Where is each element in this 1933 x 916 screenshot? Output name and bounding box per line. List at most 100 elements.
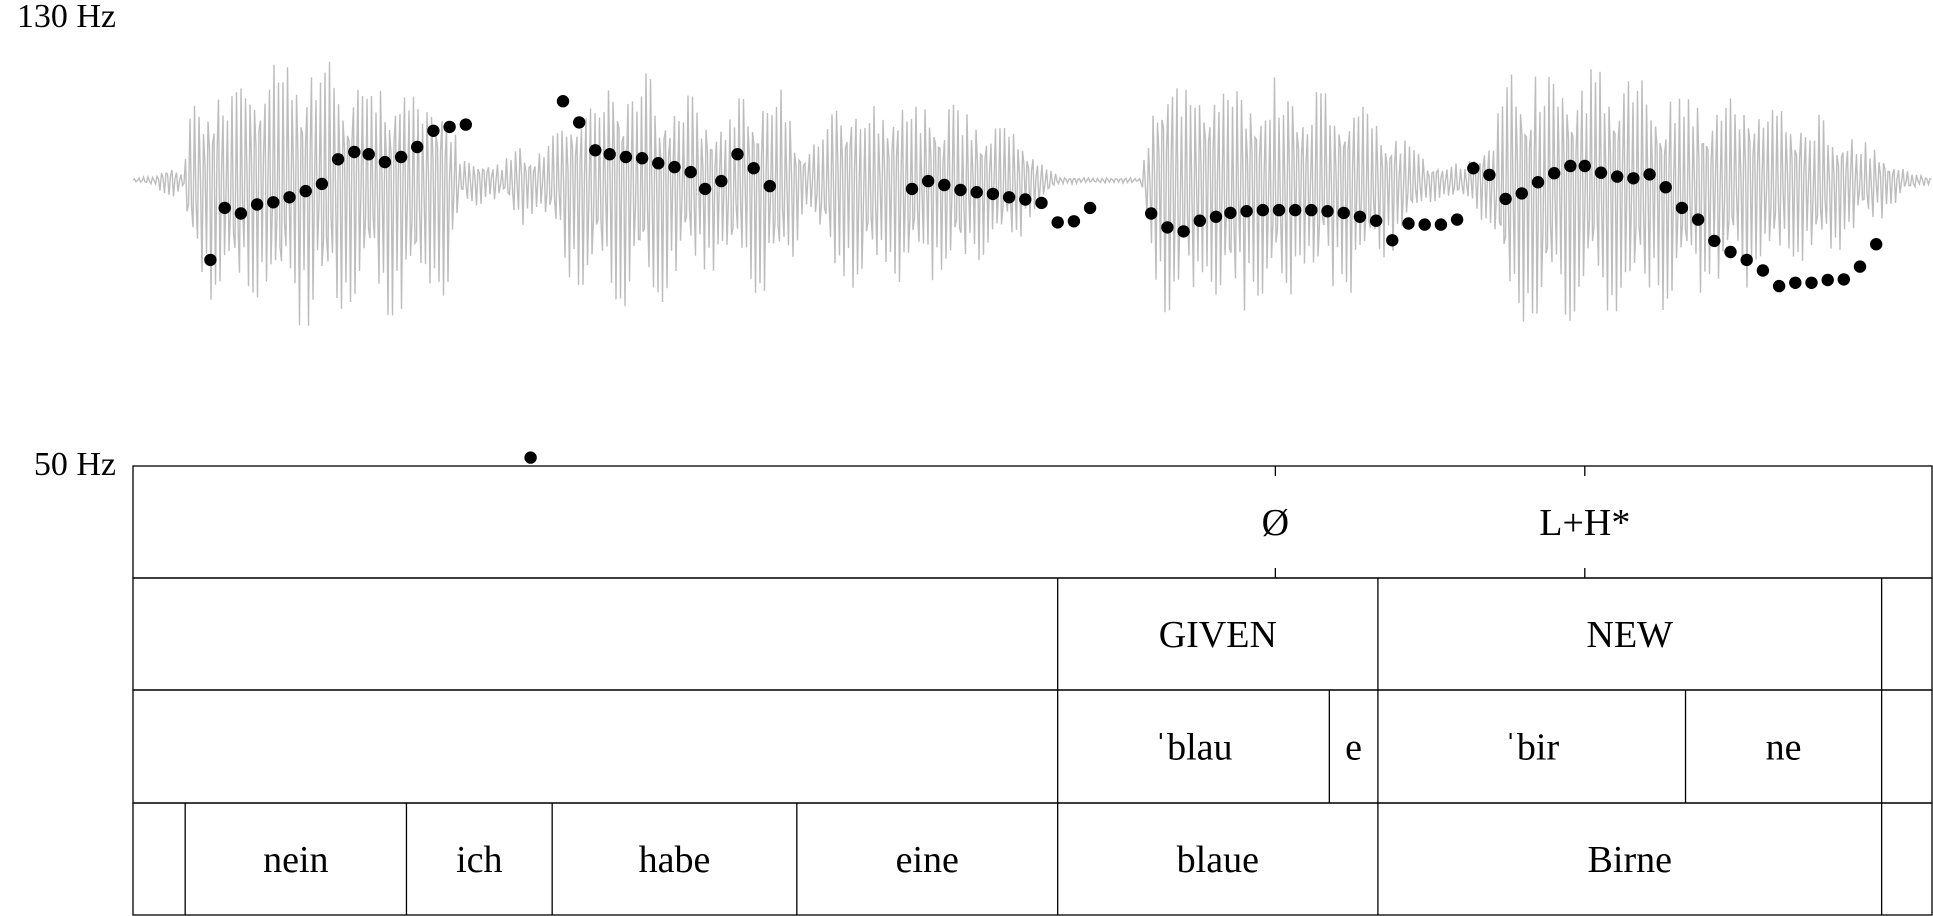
pitch-point — [331, 153, 345, 166]
annotation-tiers: Ø L+H* GIVEN NEW ˈblau e ˈbir ne nein ich habe eine… — [132, 465, 1933, 916]
tier-words-label: blaue — [1177, 839, 1259, 881]
pitch-point — [589, 144, 602, 157]
pitch-point — [1272, 203, 1286, 217]
pitch-point — [684, 165, 697, 179]
pitch-point — [1756, 264, 1770, 277]
pitch-point — [986, 187, 1000, 201]
pitch-point — [603, 148, 616, 161]
pitch-point — [635, 152, 649, 165]
pitch-point — [1434, 218, 1448, 231]
pitch-point — [394, 150, 408, 164]
pitch-point — [1708, 234, 1721, 248]
pitch-point — [573, 116, 586, 129]
pitch-point — [731, 148, 744, 161]
pitch-point — [283, 191, 296, 204]
waveform — [132, 61, 1932, 326]
pitch-point — [1083, 201, 1097, 215]
pitch-point — [1772, 279, 1786, 293]
pitch-point — [1256, 203, 1270, 217]
waveform-trace — [132, 61, 1932, 326]
pitch-point — [378, 155, 392, 169]
pitch-point — [1548, 167, 1561, 180]
pitch-point — [1691, 213, 1705, 226]
pitch-point — [1418, 218, 1431, 231]
tier-words-label: Birne — [1588, 839, 1672, 881]
tier-information-status-label: NEW — [1587, 614, 1674, 656]
pitch-point — [1611, 170, 1624, 183]
pitch-point — [348, 145, 361, 159]
tier-tones-frame — [132, 465, 1933, 579]
pitch-point — [1837, 273, 1851, 286]
pitch-point — [427, 124, 440, 137]
pitch-point — [1337, 206, 1350, 220]
pitch-point — [267, 196, 280, 209]
pitch-point — [1353, 210, 1367, 223]
pitch-point — [524, 451, 537, 464]
pitch-point — [234, 207, 248, 220]
pitch-point — [1402, 217, 1415, 230]
pitch-point — [668, 160, 681, 174]
pitch-point — [619, 150, 633, 164]
tier-syllables-frame — [132, 689, 1933, 804]
pitch-point — [1675, 201, 1689, 215]
pitch-track — [204, 95, 1883, 464]
pitch-point — [1369, 214, 1383, 227]
pitch-point — [938, 178, 951, 192]
pitch-point — [1594, 166, 1608, 179]
pitch-point — [1067, 215, 1081, 228]
pitch-point — [1193, 214, 1207, 227]
pitch-point — [922, 174, 935, 188]
tier-words-frame — [132, 802, 1933, 916]
pitch-point — [556, 95, 570, 108]
pitch-point — [411, 140, 424, 154]
tone-label: Ø — [1262, 502, 1289, 544]
pitch-point — [652, 157, 665, 170]
pitch-point — [1659, 181, 1672, 194]
pitch-point — [1724, 245, 1737, 259]
pitch-point — [1224, 206, 1237, 220]
pitch-point — [905, 182, 919, 196]
pitch-point — [1145, 207, 1158, 220]
pitch-point — [204, 253, 217, 267]
tier-words-label: habe — [639, 839, 711, 881]
pitch-point — [1209, 210, 1223, 223]
pitch-point — [1177, 225, 1190, 238]
pitch-point — [443, 120, 456, 134]
tier-words-label: nein — [263, 839, 328, 881]
pitch-point — [1515, 187, 1529, 200]
pitch-point — [1789, 276, 1802, 289]
pitch-point — [218, 201, 231, 215]
y-axis-min-label: 50 Hz — [34, 446, 116, 483]
tier-syllables-label: e — [1345, 727, 1362, 769]
pitch-point — [1305, 203, 1318, 217]
pitch-point — [1853, 260, 1867, 273]
tier-words-label: eine — [896, 839, 959, 881]
tone-label: L+H* — [1539, 502, 1630, 544]
pitch-point — [1161, 221, 1174, 234]
pitch-point — [970, 186, 983, 199]
pitch-point — [299, 184, 312, 198]
pitch-point — [1019, 193, 1032, 206]
pitch-point — [698, 182, 712, 196]
pitch-point — [1821, 273, 1834, 287]
pitch-point — [1740, 253, 1753, 267]
tier-syllables-label: ne — [1766, 727, 1802, 769]
pitch-point — [1483, 168, 1496, 182]
pitch-point — [1531, 176, 1545, 189]
pitch-point — [1240, 205, 1253, 218]
pitch-point — [1805, 276, 1818, 289]
y-axis-max-label: 130 Hz — [17, 0, 116, 35]
pitch-point — [1289, 203, 1302, 217]
tier-words-label: ich — [456, 839, 502, 881]
pitch-point — [459, 118, 472, 131]
pitch-point — [1467, 162, 1480, 175]
pitch-point — [1002, 191, 1016, 204]
tier-syllables-label: ˈblau — [1154, 727, 1232, 769]
pitch-point — [1321, 205, 1334, 218]
pitch-point — [362, 148, 375, 161]
tier-syllables-label: ˈbir — [1504, 727, 1559, 769]
pitch-point — [1564, 159, 1577, 173]
pitch-point — [1643, 168, 1656, 181]
pitch-point — [1870, 238, 1883, 251]
